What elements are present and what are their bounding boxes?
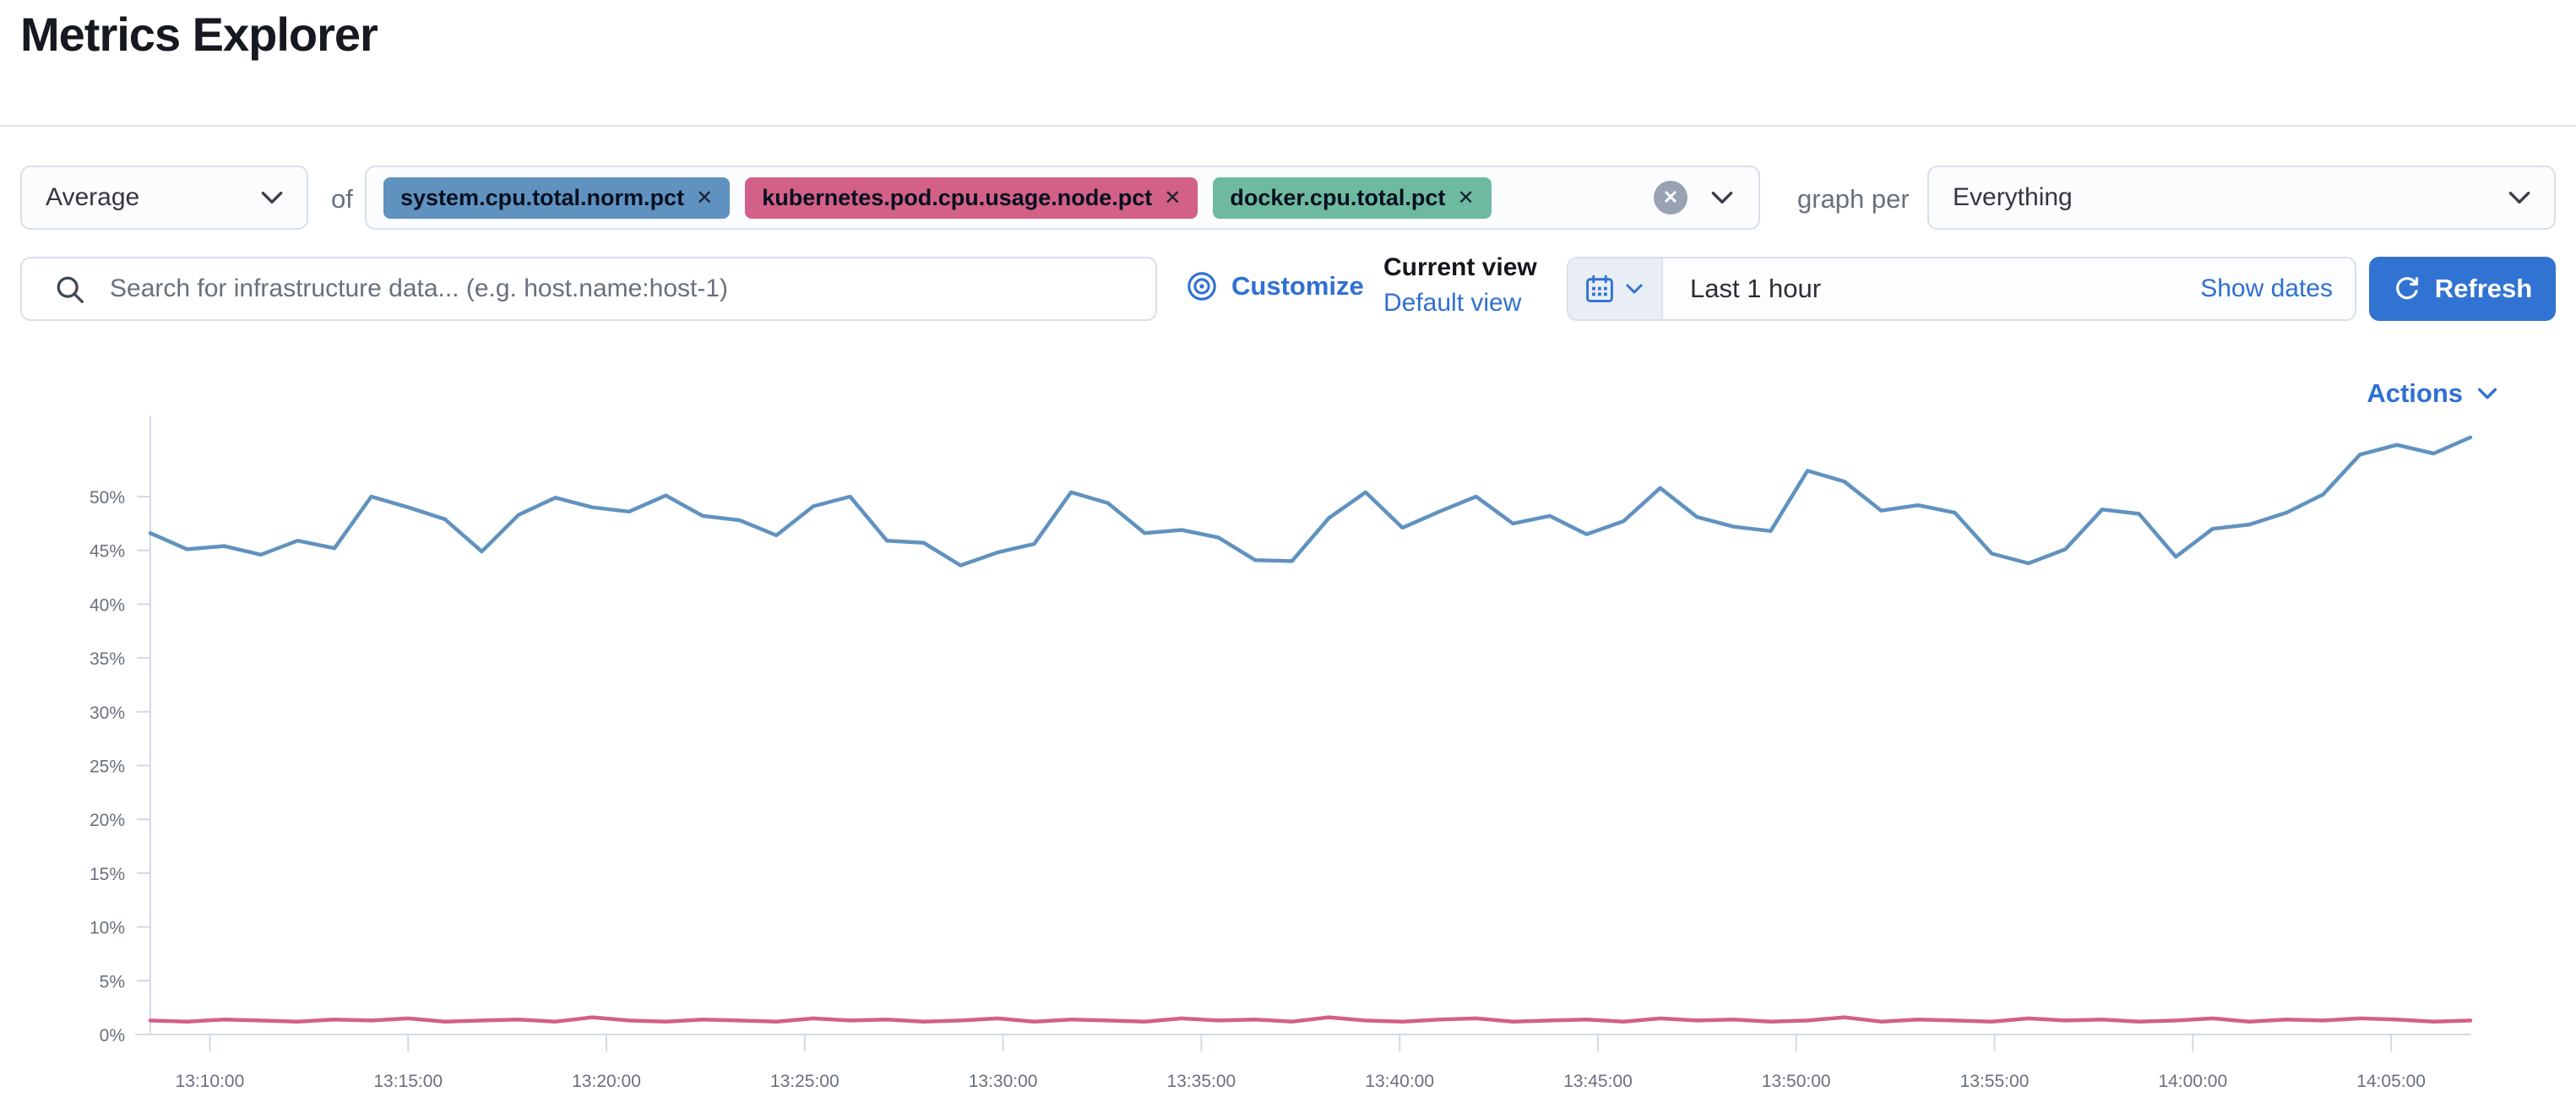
refresh-button[interactable]: Refresh [2369,257,2556,321]
customize-eye-icon [1187,272,1216,301]
svg-text:13:50:00: 13:50:00 [1762,1072,1831,1091]
svg-text:14:00:00: 14:00:00 [2158,1072,2227,1091]
svg-text:15%: 15% [90,865,125,884]
svg-text:13:20:00: 13:20:00 [572,1072,641,1091]
svg-text:13:45:00: 13:45:00 [1563,1072,1633,1091]
calendar-icon [1586,274,1613,302]
svg-text:30%: 30% [90,703,125,723]
clear-all-metrics-icon[interactable]: ✕ [1654,181,1687,215]
chevron-down-icon [261,191,283,204]
show-dates-link[interactable]: Show dates [2200,274,2333,302]
group-by-value: Everything [1953,183,2073,211]
svg-text:13:40:00: 13:40:00 [1365,1072,1434,1091]
svg-text:40%: 40% [90,595,125,615]
aggregation-select[interactable]: Average [20,166,308,230]
svg-text:5%: 5% [100,972,125,991]
svg-text:13:30:00: 13:30:00 [969,1072,1038,1091]
page-title: Metrics Explorer [20,8,378,61]
header-divider [0,125,2576,127]
metric-pill-label: kubernetes.pod.cpu.usage.node.pct [762,184,1153,210]
metrics-combo-pills: system.cpu.total.norm.pct ✕ kubernetes.pod… [367,177,1654,219]
group-by-select[interactable]: Everything [1927,166,2556,230]
quick-select-button[interactable] [1568,258,1663,319]
svg-text:25%: 25% [90,758,125,777]
remove-metric-icon[interactable]: ✕ [1164,186,1182,209]
metric-pill-label: docker.cpu.total.pct [1230,184,1446,210]
aggregation-value: Average [46,183,140,211]
remove-metric-icon[interactable]: ✕ [696,186,714,209]
time-range-value[interactable]: Last 1 hour [1690,274,1822,303]
svg-text:14:05:00: 14:05:00 [2356,1072,2426,1091]
chevron-down-icon [2477,388,2497,399]
svg-text:13:10:00: 13:10:00 [176,1072,245,1091]
chevron-down-icon[interactable] [1708,183,1736,212]
search-bar [20,257,1157,321]
chevron-down-icon [1626,284,1643,294]
graph-per-label: graph per [1797,184,1910,214]
metric-pill-label: system.cpu.total.norm.pct [400,184,685,210]
svg-text:0%: 0% [100,1026,125,1046]
svg-text:13:15:00: 13:15:00 [373,1072,443,1091]
of-label: of [331,184,353,214]
remove-metric-icon[interactable]: ✕ [1457,186,1475,209]
metric-pill[interactable]: kubernetes.pod.cpu.usage.node.pct ✕ [745,177,1198,219]
svg-text:13:25:00: 13:25:00 [770,1072,840,1091]
actions-label: Actions [2367,378,2463,408]
svg-text:20%: 20% [90,811,125,830]
metric-pill[interactable]: docker.cpu.total.pct ✕ [1213,177,1492,219]
customize-button[interactable]: Customize [1186,270,1364,302]
time-range-picker: Last 1 hour Show dates [1567,257,2356,321]
svg-text:50%: 50% [90,488,125,508]
refresh-label: Refresh [2434,274,2533,303]
search-icon [57,276,84,303]
customize-label: Customize [1231,271,1364,301]
svg-text:35%: 35% [90,649,125,669]
metrics-combobox[interactable]: system.cpu.total.norm.pct ✕ kubernetes.pod… [365,166,1760,230]
actions-menu-button[interactable]: Actions [2367,378,2500,409]
chevron-down-icon [2508,191,2530,204]
metric-pill[interactable]: system.cpu.total.norm.pct ✕ [383,177,731,219]
search-input[interactable] [20,257,1157,321]
default-view-link[interactable]: Default view [1383,289,1522,317]
view-switcher: Current view Default view [1383,253,1537,318]
svg-text:13:35:00: 13:35:00 [1166,1072,1236,1091]
svg-text:10%: 10% [90,919,125,938]
refresh-icon [2395,277,2418,300]
svg-text:13:55:00: 13:55:00 [1960,1072,2030,1091]
svg-text:45%: 45% [90,542,125,562]
current-view-label: Current view [1383,253,1537,281]
